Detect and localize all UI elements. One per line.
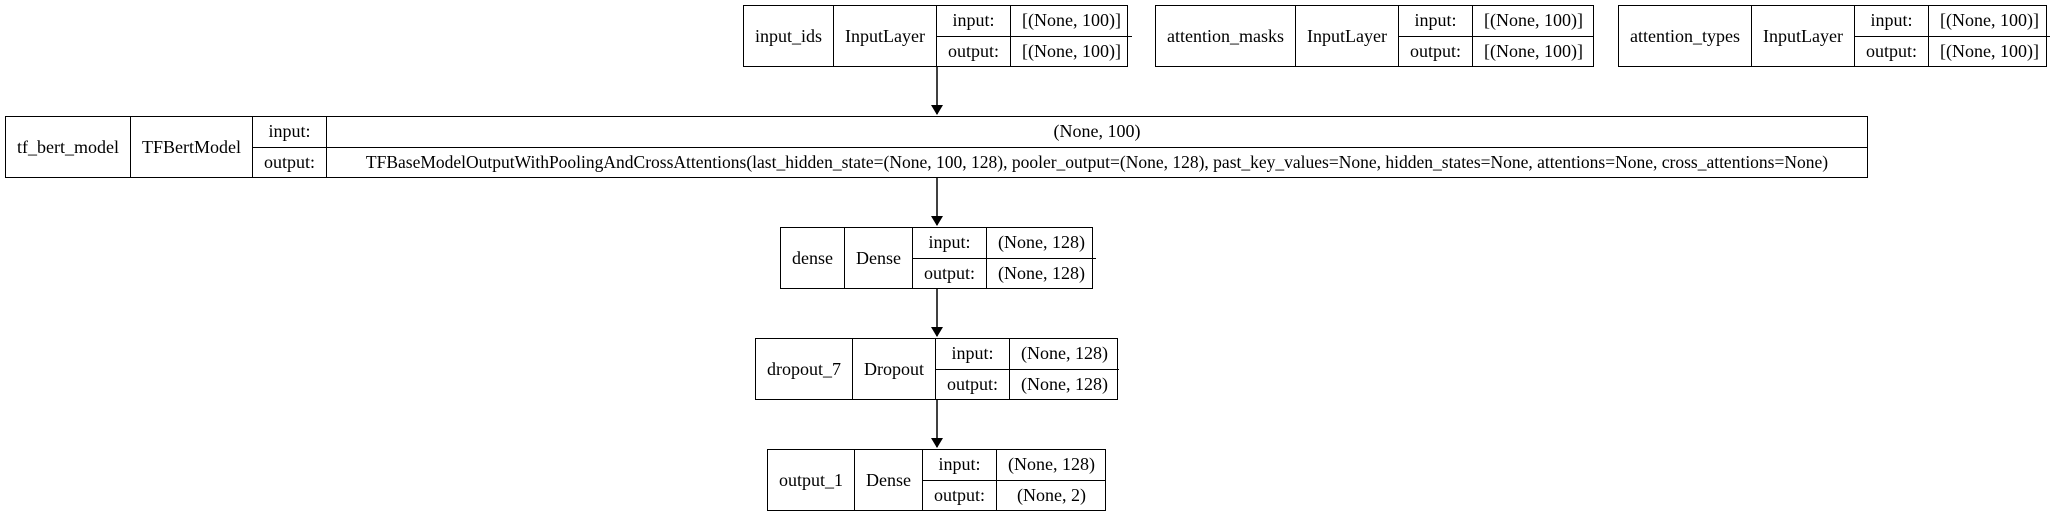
node-name: attention_masks xyxy=(1156,6,1296,66)
input-shape: [(None, 100)] xyxy=(1022,10,1121,31)
input-shape: [(None, 100)] xyxy=(1483,10,1583,31)
input-shape: (None, 128) xyxy=(1021,343,1108,364)
input-label: input: xyxy=(1870,10,1913,31)
output-label: output: xyxy=(936,35,1010,67)
output-label: output: xyxy=(252,146,326,178)
node-name: dense xyxy=(781,228,845,288)
input-label: input: xyxy=(928,232,971,253)
node-tf-bert-model: tf_bert_model TFBertModel input: output:… xyxy=(5,116,1868,178)
output-label: output: xyxy=(1854,35,1928,67)
input-label: input: xyxy=(951,343,994,364)
node-class: InputLayer xyxy=(1296,6,1399,66)
output-shape: TFBaseModelOutputWithPoolingAndCrossAtte… xyxy=(327,146,1867,178)
output-shape: [(None, 100)] xyxy=(1928,35,2050,67)
output-label: output: xyxy=(923,479,997,511)
node-class: InputLayer xyxy=(834,6,937,66)
node-class: InputLayer xyxy=(1752,6,1855,66)
node-dense: dense Dense input: output: (None, 128) (… xyxy=(780,227,1096,289)
input-shape: (None, 128) xyxy=(997,232,1085,253)
node-name: tf_bert_model xyxy=(6,117,131,177)
output-shape: (None, 128) xyxy=(1010,368,1119,400)
input-shape: (None, 100) xyxy=(1053,121,1141,142)
node-dropout-7: dropout_7 Dropout input: output: (None, … xyxy=(755,338,1119,400)
input-label: input: xyxy=(938,454,981,475)
node-name: dropout_7 xyxy=(756,339,853,399)
output-shape: [(None, 100)] xyxy=(1472,35,1594,67)
input-shape: (None, 128) xyxy=(1008,454,1095,475)
output-label: output: xyxy=(912,257,986,289)
output-shape: (None, 2) xyxy=(997,479,1106,511)
node-class: Dropout xyxy=(853,339,936,399)
node-class: Dense xyxy=(845,228,913,288)
input-label: input: xyxy=(952,10,995,31)
node-name: attention_types xyxy=(1619,6,1752,66)
node-output-1: output_1 Dense input: output: (None, 128… xyxy=(767,449,1106,511)
input-shape: [(None, 100)] xyxy=(1939,10,2039,31)
node-input-ids: input_ids InputLayer input: output: [(No… xyxy=(743,5,1132,67)
node-attention-types: attention_types InputLayer input: output… xyxy=(1618,5,2050,67)
output-shape: [(None, 100)] xyxy=(1011,35,1132,67)
input-label: input: xyxy=(268,121,311,142)
node-class: Dense xyxy=(855,450,923,510)
node-name: output_1 xyxy=(768,450,856,510)
output-shape: (None, 128) xyxy=(986,257,1096,289)
output-label: output: xyxy=(936,368,1010,400)
node-attention-masks: attention_masks InputLayer input: output… xyxy=(1155,5,1594,67)
node-class: TFBertModel xyxy=(131,117,253,177)
input-label: input: xyxy=(1414,10,1457,31)
node-name: input_ids xyxy=(744,6,835,66)
output-label: output: xyxy=(1398,35,1472,67)
